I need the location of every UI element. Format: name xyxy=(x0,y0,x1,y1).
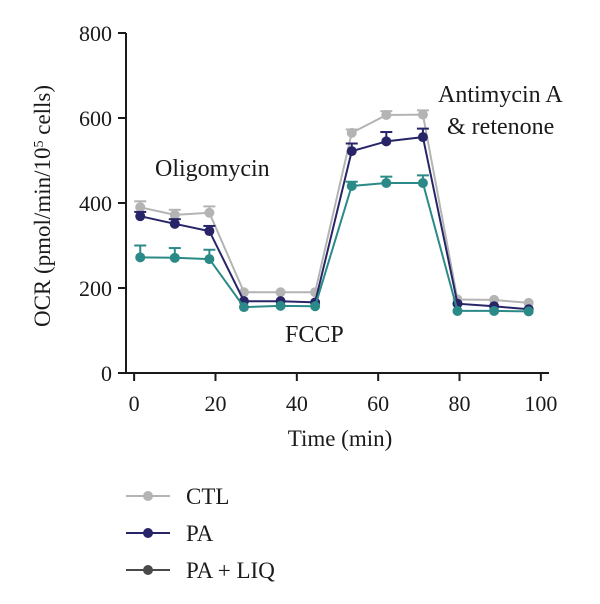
series-line xyxy=(140,182,529,313)
legend-item-pa-liq: PA + LIQ xyxy=(126,558,275,583)
data-point xyxy=(204,226,215,237)
annotation-antimycin-line1: Antimycin A xyxy=(438,82,563,108)
data-point xyxy=(275,300,286,311)
data-point xyxy=(489,305,500,316)
x-tick-label: 20 xyxy=(204,391,226,416)
legend-item-pa: PA xyxy=(126,521,214,546)
data-point xyxy=(135,252,146,263)
data-point xyxy=(135,202,146,213)
data-point xyxy=(238,302,249,313)
legend-marker xyxy=(143,491,153,501)
annotation-oligomycin: Oligomycin xyxy=(155,156,270,182)
y-axis-title-end: cells) xyxy=(30,85,55,141)
data-point xyxy=(417,178,428,189)
x-tick-label: 60 xyxy=(367,391,389,416)
data-point xyxy=(169,252,180,263)
y-tick-label: 600 xyxy=(79,106,112,131)
y-tick-label: 800 xyxy=(79,21,112,46)
series-line xyxy=(139,135,529,311)
data-point xyxy=(275,287,286,298)
x-tick-label: 0 xyxy=(129,391,140,416)
data-point xyxy=(346,146,357,157)
data-point xyxy=(204,207,215,218)
data-point xyxy=(381,178,392,189)
data-point xyxy=(310,301,321,312)
y-tick-label: 400 xyxy=(79,191,112,216)
series-layer xyxy=(134,109,534,317)
data-point xyxy=(417,132,428,143)
legend-item-ctl: CTL xyxy=(126,484,229,509)
legend-label: PA + LIQ xyxy=(186,558,275,583)
series-ctl xyxy=(134,109,534,308)
annotation-fccp: FCCP xyxy=(285,322,344,348)
data-point xyxy=(135,211,146,222)
y-axis-title-main: OCR (pmol/min/10 xyxy=(30,148,55,328)
series-pa-liq xyxy=(134,174,534,317)
legend-marker xyxy=(143,528,153,538)
x-tick-label: 100 xyxy=(524,391,557,416)
data-point xyxy=(346,181,357,191)
y-axis-title-sup: 5 xyxy=(32,141,47,148)
data-point xyxy=(381,136,392,147)
x-axis-title: Time (min) xyxy=(288,426,393,451)
y-ticks: 0 200 400 600 800 xyxy=(79,21,126,386)
legend-label: PA xyxy=(186,521,214,546)
data-point xyxy=(169,218,180,229)
x-tick-label: 40 xyxy=(286,391,308,416)
x-ticks: 0 20 40 60 80 100 xyxy=(129,373,557,416)
annotation-antimycin-line2: & retenone xyxy=(447,114,554,140)
data-point xyxy=(523,306,534,317)
y-tick-label: 0 xyxy=(101,361,112,386)
y-tick-label: 200 xyxy=(79,276,112,301)
data-point xyxy=(169,209,180,220)
data-point xyxy=(417,109,428,120)
data-point xyxy=(346,127,357,138)
data-point xyxy=(204,254,215,265)
y-axis-title: OCR (pmol/min/105 cells) xyxy=(30,85,55,327)
data-point xyxy=(452,305,463,316)
x-tick-label: 80 xyxy=(449,391,471,416)
legend-marker xyxy=(143,565,153,575)
series-line xyxy=(139,113,529,304)
legend-label: CTL xyxy=(186,484,229,509)
legend: CTL PA PA + LIQ xyxy=(126,484,275,583)
data-point xyxy=(381,110,392,121)
